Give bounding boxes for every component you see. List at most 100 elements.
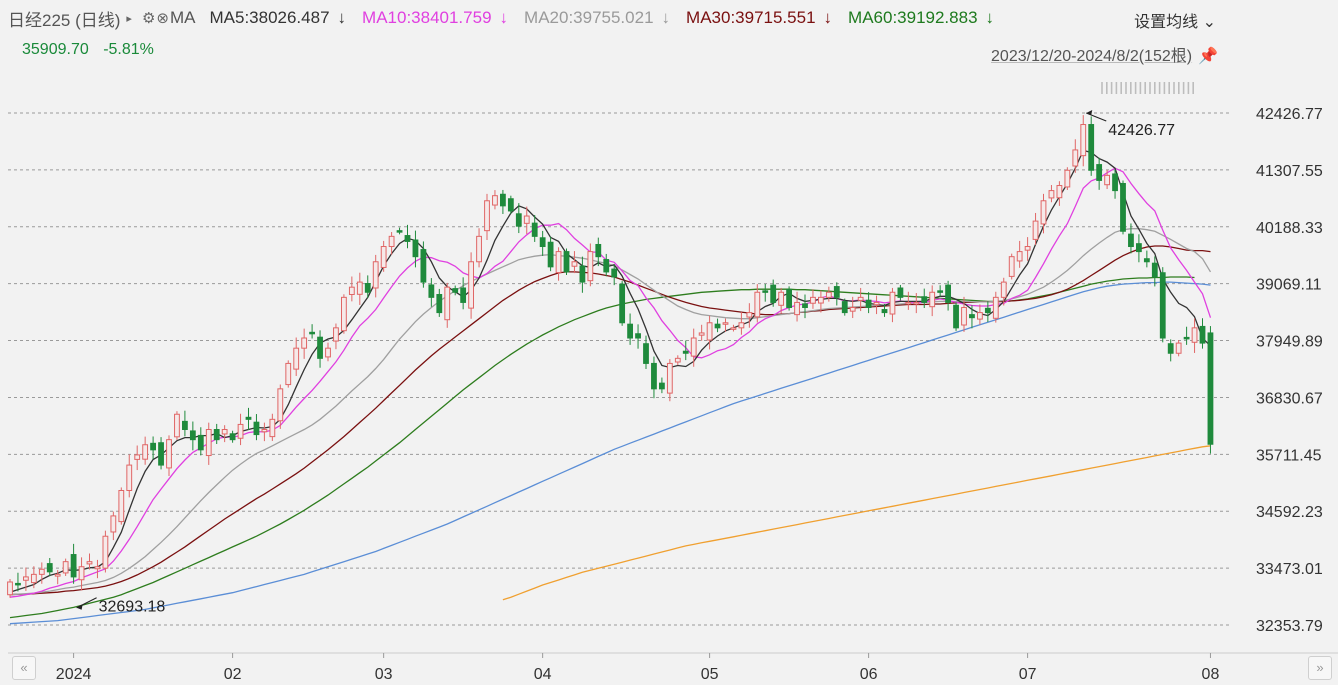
candle [825,286,832,302]
candle [1016,240,1023,268]
candle [555,247,562,281]
candle-body [666,362,673,394]
candle-body [802,303,808,309]
date-range-info: 2023/12/20-2024/8/2(152根) 📌 [991,42,1218,66]
candle-body [78,566,85,581]
candle-body [1104,174,1110,186]
candle [1112,169,1118,199]
candle [333,323,339,350]
candle-body [619,283,626,324]
candle-body [714,323,721,329]
candle-body [476,235,482,263]
candle [1167,339,1174,362]
candle-body [1080,124,1087,157]
candle [70,543,77,584]
candle-body [189,430,196,441]
candle [595,237,602,267]
ma60-line [9,276,1195,619]
candle [818,290,824,313]
candle [476,228,482,268]
candle-body [30,573,37,584]
candle-body [1143,258,1150,263]
current-price: 35909.70 [22,41,89,58]
candle [992,291,999,323]
candle-body [1167,343,1174,354]
candle [1199,318,1206,349]
candle-body [635,333,641,339]
candle [317,330,323,368]
candle-body [1096,164,1103,181]
candle-body [1159,272,1166,339]
candle [15,572,21,592]
candle [738,312,745,335]
index-title[interactable]: 日经225 (日线) [8,10,121,30]
candle-body [579,265,586,283]
y-tick-label: 40188.33 [1256,220,1323,237]
candle-body [23,576,29,581]
candle-body [706,322,713,341]
candle [666,359,673,402]
candle [388,232,395,255]
candle-body [659,382,665,390]
candle-body [158,442,164,466]
candle-body [682,350,689,354]
candle-body [857,296,864,301]
candle [182,410,188,437]
candle [921,288,928,309]
candle [881,303,888,317]
candle [547,236,554,272]
candle [1183,326,1190,345]
candle [865,292,872,314]
price-annotations: 42426.77 32693.18 [76,110,1175,616]
gear-icon[interactable]: ⚙ [141,10,156,27]
candle [690,328,697,367]
ma30-value: MA30:39715.551 ↓ [686,8,833,27]
candle [945,280,952,311]
candle [126,454,133,498]
moving-average-lines [9,149,1212,625]
candle-body [229,433,236,441]
candle-body [961,307,967,326]
candle [515,203,522,234]
candle [102,530,109,573]
candle-body [905,301,912,305]
candle [762,283,769,302]
candle-body [555,251,562,274]
candle [1008,253,1015,280]
candle-body [325,347,331,358]
annotation-label: 42426.77 [1108,122,1175,139]
candle-body [356,281,363,295]
candle [46,557,53,577]
x-tick-label: 2024 [56,666,92,683]
candle [627,313,634,345]
close-icon[interactable]: ⊗ [156,10,169,27]
candle [531,215,538,242]
expand-caret-icon[interactable]: ▸ [126,12,132,25]
candle-body [62,561,69,574]
candle-body [1112,173,1118,192]
scroll-left-button[interactable]: « [12,656,36,680]
candle [674,355,681,366]
scroll-right-button[interactable]: » [1308,656,1332,680]
candle-body [913,301,920,305]
ma-settings-button[interactable]: 设置均线 ⌄ [1134,8,1216,32]
candle-body [507,198,514,212]
candle-body [1064,169,1071,188]
candle-body [285,362,292,386]
candle [635,324,641,349]
candle-body [1008,256,1015,277]
candle [396,227,403,235]
candle [905,291,912,310]
candle-body [722,322,729,325]
candle [468,252,475,319]
candle [205,422,212,465]
candle [571,251,578,274]
ma-label: MA [169,8,196,27]
candle [889,287,896,323]
pin-icon[interactable]: 📌 [1198,48,1218,65]
candle [1136,234,1142,263]
candle [682,340,689,361]
candle [94,559,101,579]
candle [1032,212,1039,245]
